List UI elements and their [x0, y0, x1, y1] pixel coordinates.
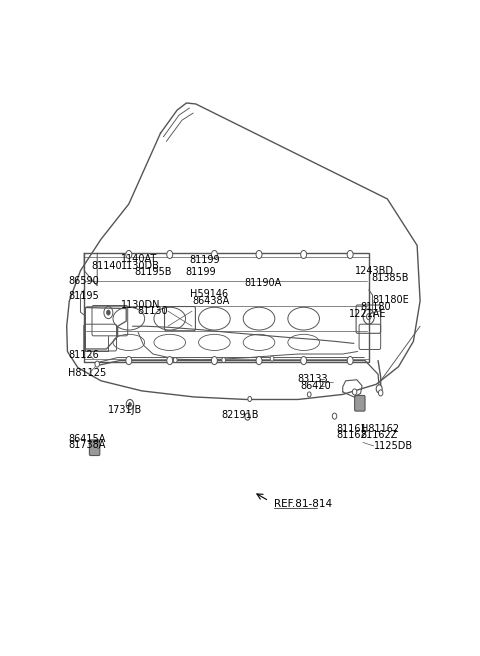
- Text: 81162: 81162: [336, 430, 367, 440]
- Text: 81199: 81199: [186, 267, 216, 277]
- FancyBboxPatch shape: [89, 440, 100, 455]
- Text: 1130DB: 1130DB: [120, 260, 159, 271]
- Circle shape: [300, 357, 307, 365]
- Circle shape: [376, 385, 382, 393]
- Text: 81180E: 81180E: [372, 295, 409, 306]
- Text: 81385B: 81385B: [371, 274, 408, 283]
- Circle shape: [347, 251, 353, 258]
- Text: H59146: H59146: [190, 289, 228, 299]
- Text: 81162Z: 81162Z: [360, 430, 398, 440]
- Circle shape: [378, 390, 383, 396]
- Text: 1125DB: 1125DB: [374, 441, 413, 451]
- Circle shape: [248, 396, 252, 401]
- Text: 81180: 81180: [360, 302, 391, 312]
- Text: 1731JB: 1731JB: [108, 405, 143, 415]
- Text: 86420: 86420: [300, 381, 331, 391]
- Text: 81738A: 81738A: [68, 440, 106, 451]
- Text: H81125: H81125: [68, 368, 107, 378]
- Circle shape: [307, 392, 311, 397]
- Text: 81161: 81161: [336, 424, 367, 434]
- Text: 83133: 83133: [297, 374, 327, 384]
- Circle shape: [256, 251, 262, 258]
- Text: 81126: 81126: [68, 350, 99, 360]
- Circle shape: [211, 251, 217, 258]
- Circle shape: [173, 358, 177, 363]
- Text: 1243BD: 1243BD: [355, 266, 394, 276]
- Circle shape: [332, 413, 337, 419]
- Text: REF.81-814: REF.81-814: [274, 499, 332, 509]
- Circle shape: [167, 357, 173, 365]
- FancyBboxPatch shape: [355, 396, 365, 411]
- Text: 1130DN: 1130DN: [120, 300, 160, 310]
- Text: 82191B: 82191B: [222, 409, 259, 420]
- Circle shape: [129, 403, 132, 407]
- Circle shape: [167, 251, 173, 258]
- Text: 81195: 81195: [68, 291, 99, 301]
- Text: 81195B: 81195B: [134, 267, 172, 277]
- Circle shape: [95, 361, 99, 367]
- Text: 1221AE: 1221AE: [348, 308, 386, 319]
- Circle shape: [107, 310, 110, 315]
- Text: 86590: 86590: [68, 276, 99, 286]
- Circle shape: [126, 357, 132, 365]
- Text: 81130: 81130: [137, 306, 168, 316]
- Circle shape: [126, 251, 132, 258]
- Text: 1140AT: 1140AT: [120, 254, 157, 264]
- Circle shape: [270, 356, 274, 361]
- Circle shape: [347, 357, 353, 365]
- Circle shape: [245, 413, 250, 420]
- Text: H81162: H81162: [360, 424, 399, 434]
- Text: 86415A: 86415A: [68, 434, 106, 444]
- Circle shape: [256, 357, 262, 365]
- Text: 86438A: 86438A: [193, 296, 230, 306]
- Text: 81199: 81199: [190, 255, 220, 264]
- Text: 81140: 81140: [91, 260, 121, 271]
- Circle shape: [352, 389, 357, 395]
- Circle shape: [211, 357, 217, 365]
- Text: 81190A: 81190A: [244, 278, 281, 288]
- Circle shape: [222, 358, 226, 363]
- Circle shape: [300, 251, 307, 258]
